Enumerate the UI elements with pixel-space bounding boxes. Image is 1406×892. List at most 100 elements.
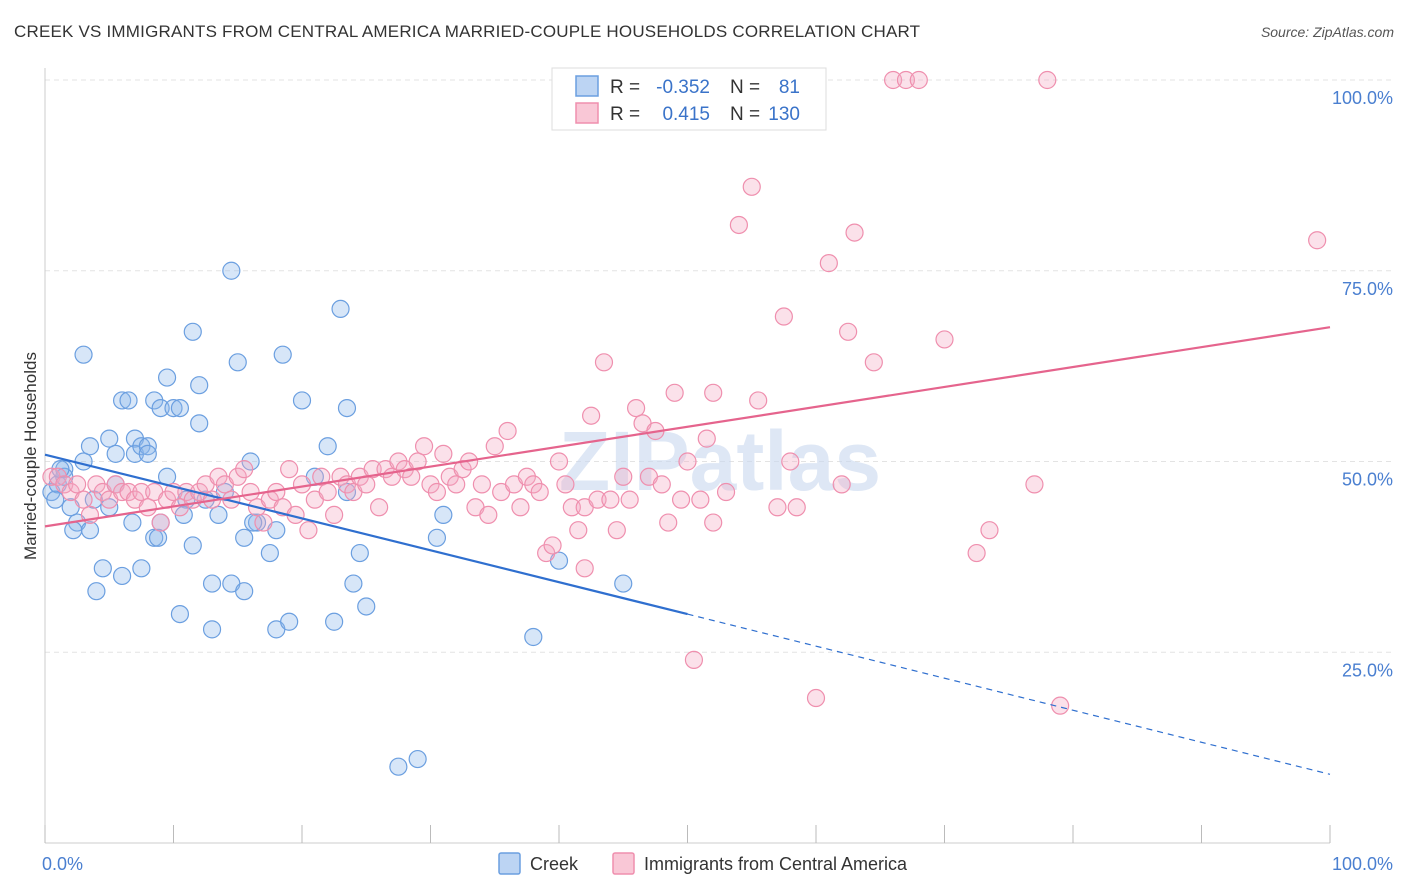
x-tick-label: 0.0% (42, 854, 83, 874)
immigrants-point (601, 490, 620, 509)
immigrants-point (697, 429, 716, 448)
creek-point (157, 368, 177, 387)
immigrants-point (434, 444, 453, 463)
immigrants-point (485, 437, 504, 456)
immigrants-point (806, 688, 826, 708)
immigrants-point (768, 498, 787, 517)
immigrants-point (704, 383, 723, 402)
immigrants-point (472, 475, 491, 494)
bottom-legend-swatch-creek (498, 852, 521, 875)
immigrants-point (414, 437, 434, 456)
immigrants-point (569, 521, 588, 540)
immigrants-point (556, 475, 575, 494)
creek-trend-line (44, 453, 688, 616)
creek-point (151, 398, 170, 418)
immigrants-point (48, 467, 67, 486)
creek-point (106, 444, 125, 463)
immigrants-point (280, 460, 299, 479)
creek-points (42, 261, 633, 776)
immigrants-point (363, 460, 382, 479)
creek-point (357, 597, 376, 616)
immigrants-point (620, 490, 639, 509)
immigrants-point (1051, 696, 1070, 715)
immigrants-point (312, 467, 331, 486)
immigrants-point (594, 353, 614, 372)
immigrants-point (427, 482, 447, 502)
immigrants-point (980, 521, 999, 540)
immigrants-point (1038, 70, 1057, 90)
creek-point (190, 414, 209, 433)
immigrants-point (839, 322, 858, 341)
creek-point (148, 528, 168, 547)
creek-point (46, 490, 65, 509)
legend-r-label-1: R = (610, 77, 640, 98)
immigrants-point (716, 482, 736, 502)
immigrants-point (68, 475, 87, 494)
creek-point (434, 505, 453, 525)
immigrants-point (671, 490, 691, 509)
immigrants-point (562, 498, 581, 517)
creek-point (247, 513, 267, 532)
immigrants-point (498, 421, 517, 441)
immigrants-point (138, 498, 157, 517)
bottom-legend-swatch-immigrants (612, 852, 635, 875)
immigrants-point (479, 505, 498, 525)
bottom-legend-creek: Creek (530, 854, 579, 874)
immigrants-point (235, 460, 254, 479)
creek-point (145, 391, 164, 410)
creek-point (170, 398, 190, 418)
creek-point (614, 574, 633, 593)
trend-lines (44, 326, 1331, 775)
creek-point (145, 528, 164, 547)
creek-point (164, 398, 183, 418)
immigrants-point (614, 467, 633, 486)
immigrants-point (447, 475, 466, 494)
immigrants-point (787, 498, 806, 517)
creek-point (241, 452, 260, 471)
immigrants-point (896, 70, 916, 90)
tick-labels: 25.0% 50.0% 75.0% 100.0% 0.0% 100.0% (42, 88, 1393, 874)
creek-point (100, 429, 119, 448)
creek-point (74, 345, 93, 364)
creek-point (318, 437, 337, 456)
creek-point (325, 612, 344, 631)
immigrants-point (511, 498, 530, 517)
immigrants-point (626, 398, 646, 418)
immigrants-point (228, 467, 247, 486)
immigrants-point (325, 505, 344, 525)
immigrants-point (132, 482, 151, 502)
creek-point (408, 749, 427, 769)
immigrants-point (909, 70, 928, 90)
legend-n-value-2: 130 (768, 104, 800, 125)
y-tick-label: 75.0% (1342, 279, 1393, 299)
immigrants-point (845, 223, 864, 242)
immigrants-point (665, 383, 684, 402)
immigrants-point (370, 498, 389, 517)
immigrants-point (729, 215, 749, 235)
chart-title: CREEK VS IMMIGRANTS FROM CENTRAL AMERICA… (14, 22, 921, 41)
immigrants-point (209, 467, 228, 486)
immigrants-point (684, 650, 704, 669)
immigrants-point (781, 452, 800, 471)
immigrants-point (1025, 475, 1044, 494)
creek-point (132, 559, 151, 578)
y-axis-title: Married-couple Households (21, 352, 40, 560)
immigrants-point (74, 490, 93, 509)
creek-point (350, 543, 369, 563)
immigrants-points (42, 70, 1327, 715)
immigrants-point (582, 406, 601, 425)
creek-point (202, 620, 222, 639)
creek-point (235, 528, 254, 547)
legend-n-value-1: 81 (779, 77, 800, 98)
immigrants-point (774, 307, 793, 326)
creek-point (80, 521, 100, 540)
creek-trend-extension (687, 613, 1331, 775)
legend-swatch-immigrants (575, 102, 599, 124)
legend-n-label-2: N = (730, 104, 760, 125)
immigrants-point (543, 536, 562, 555)
immigrants-point (1308, 231, 1327, 250)
creek-point (87, 582, 106, 601)
immigrants-point (292, 475, 312, 494)
creek-point (64, 521, 83, 540)
legend-r-label-2: R = (610, 104, 640, 125)
